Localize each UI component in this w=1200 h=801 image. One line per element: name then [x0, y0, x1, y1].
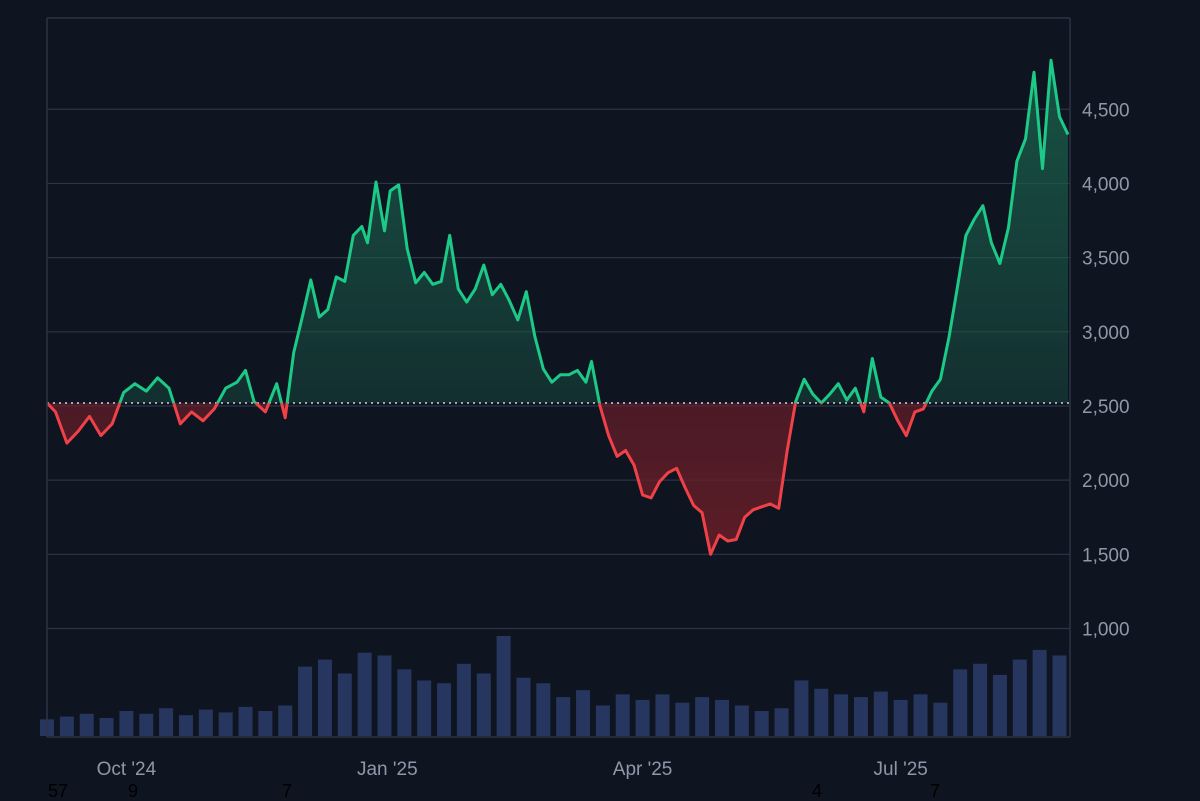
volume-bar [973, 663, 988, 736]
volume-bar [873, 691, 888, 736]
area-below-baseline [47, 403, 927, 555]
bottom-number: 7 [282, 781, 293, 801]
volume-bar [198, 709, 213, 736]
volume-bar [734, 705, 749, 736]
volume-bar [675, 702, 690, 736]
bottom-number: 57 [48, 781, 69, 801]
volume-bar [476, 673, 491, 736]
price-line-down [45, 403, 928, 556]
volume-bar [178, 715, 193, 736]
volume-bar [595, 705, 610, 736]
volume-bar [397, 669, 412, 736]
y-tick-label: 1,500 [1082, 545, 1130, 566]
volume-bar [337, 673, 352, 736]
volume-bar [218, 712, 233, 736]
x-tick-label: Jan '25 [357, 759, 418, 780]
volume-bar [139, 713, 154, 736]
volume-bar [79, 713, 94, 736]
y-tick-label: 3,500 [1082, 249, 1130, 270]
volume-bar [357, 652, 372, 736]
bottom-number: 7 [930, 781, 941, 801]
x-tick-label: Oct '24 [97, 759, 157, 780]
volume-bar [278, 705, 293, 736]
volume-bar [377, 655, 392, 736]
y-tick-label: 4,500 [1082, 100, 1130, 121]
x-tick-label: Jul '25 [874, 759, 928, 780]
volume-bar [853, 697, 868, 736]
volume-bar [119, 711, 134, 736]
volume-bar [953, 669, 968, 736]
volume-bar [635, 699, 650, 736]
volume-bar [933, 702, 948, 736]
volume-bar [1012, 659, 1027, 736]
volume-bar [814, 688, 829, 736]
volume-bar [1032, 649, 1047, 736]
y-axis-labels: 1,000 1,500 2,000 2,500 3,000 3,500 4,000 4,500 [1082, 100, 1130, 640]
volume-bar [496, 636, 511, 736]
volume-bars [40, 636, 1067, 736]
volume-bar [576, 690, 591, 736]
plot-frame [46, 17, 1071, 738]
volume-bar [516, 677, 531, 736]
y-tick-label: 1,000 [1082, 620, 1130, 641]
volume-bar [834, 694, 849, 736]
volume-bar [893, 699, 908, 736]
y-tick-label: 4,000 [1082, 174, 1130, 195]
bottom-number: 9 [128, 781, 139, 801]
volume-bar [298, 666, 313, 736]
x-tick-label: Apr '25 [613, 759, 673, 780]
volume-bar [258, 711, 273, 736]
price-line-up [46, 58, 1070, 404]
x-axis-labels: Oct '24 Jan '25 Apr '25 Jul '25 [97, 759, 928, 780]
volume-bar [536, 683, 551, 736]
volume-bar [238, 706, 253, 736]
volume-bar [774, 708, 789, 736]
volume-bar [99, 717, 114, 736]
volume-bar [913, 694, 928, 736]
volume-bar [615, 694, 630, 736]
volume-bar [437, 683, 452, 736]
y-tick-label: 2,000 [1082, 471, 1130, 492]
price-line [45, 58, 1070, 556]
volume-bar [317, 659, 332, 736]
volume-bar [556, 697, 571, 736]
volume-bar [59, 716, 74, 736]
volume-bar [1052, 655, 1067, 736]
y-tick-label: 2,500 [1082, 397, 1130, 418]
volume-bar [159, 708, 174, 736]
volume-bar [992, 674, 1007, 736]
volume-bar [655, 694, 670, 736]
volume-bar [417, 680, 432, 736]
y-tick-label: 3,000 [1082, 323, 1130, 344]
volume-bar [794, 680, 809, 736]
bottom-number: 4 [812, 781, 823, 801]
grid-lines [47, 108, 1070, 630]
volume-bar [695, 697, 710, 736]
volume-bar [456, 663, 471, 736]
volume-bar [714, 699, 729, 736]
volume-bar [754, 711, 769, 736]
